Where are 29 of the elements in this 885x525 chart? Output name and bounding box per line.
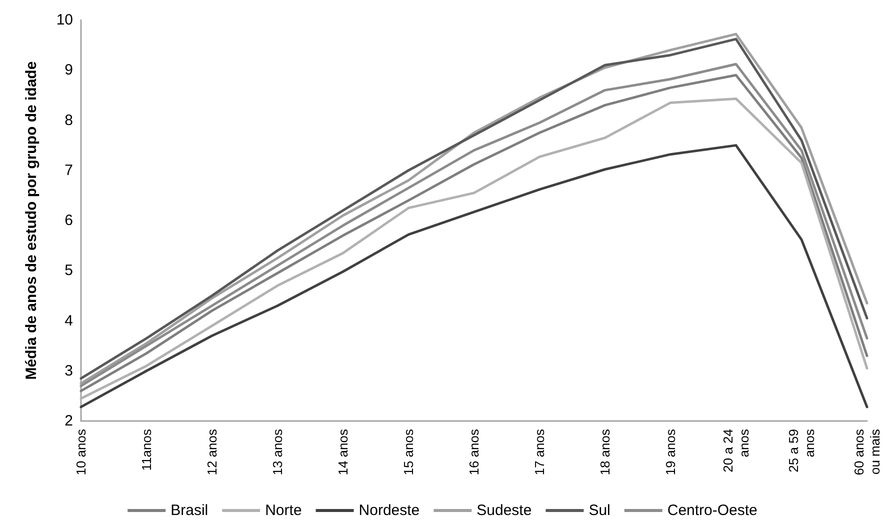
x-tick-label: 16 anos (466, 428, 482, 476)
legend-label: Brasil (170, 502, 208, 519)
y-tick-label: 2 (64, 412, 73, 430)
x-tick-label: 17 anos (532, 428, 547, 476)
x-tick-label: 60 anos ou mais (852, 428, 882, 476)
x-tick-label: 25 a 59 anos (786, 428, 817, 472)
x-tick-label: 12 anos (204, 428, 220, 476)
y-tick-label: 7 (64, 162, 73, 179)
x-tick-label: 11anos (139, 428, 154, 471)
legend-label: Sul (588, 502, 610, 519)
y-tick-label: 9 (64, 62, 73, 79)
x-tick-label: 15 anos (401, 428, 416, 476)
x-tick-label: 13 anos (270, 428, 285, 476)
y-tick-label: 8 (64, 112, 73, 129)
y-tick-label: 4 (64, 312, 73, 330)
legend-label: Norte (265, 502, 302, 519)
y-axis-title: Média de anos de estudo por grupo de idade (23, 61, 40, 380)
legend-label: Centro-Oeste (667, 502, 758, 519)
y-tick-label: 10 (56, 12, 73, 28)
x-tick-label: 19 anos (663, 428, 678, 476)
legend-label: Sudeste (476, 502, 532, 519)
x-tick-label: 18 anos (598, 428, 612, 476)
x-tick-label: 10 anos (74, 428, 88, 476)
x-tick-label: 14 anos (336, 428, 350, 476)
y-tick-label: 6 (64, 212, 73, 229)
y-tick-label: 5 (64, 262, 73, 280)
legend-label: Nordeste (358, 502, 420, 519)
x-tick-label: 20 a 24 anos (720, 428, 752, 472)
y-tick-label: 3 (64, 362, 73, 380)
